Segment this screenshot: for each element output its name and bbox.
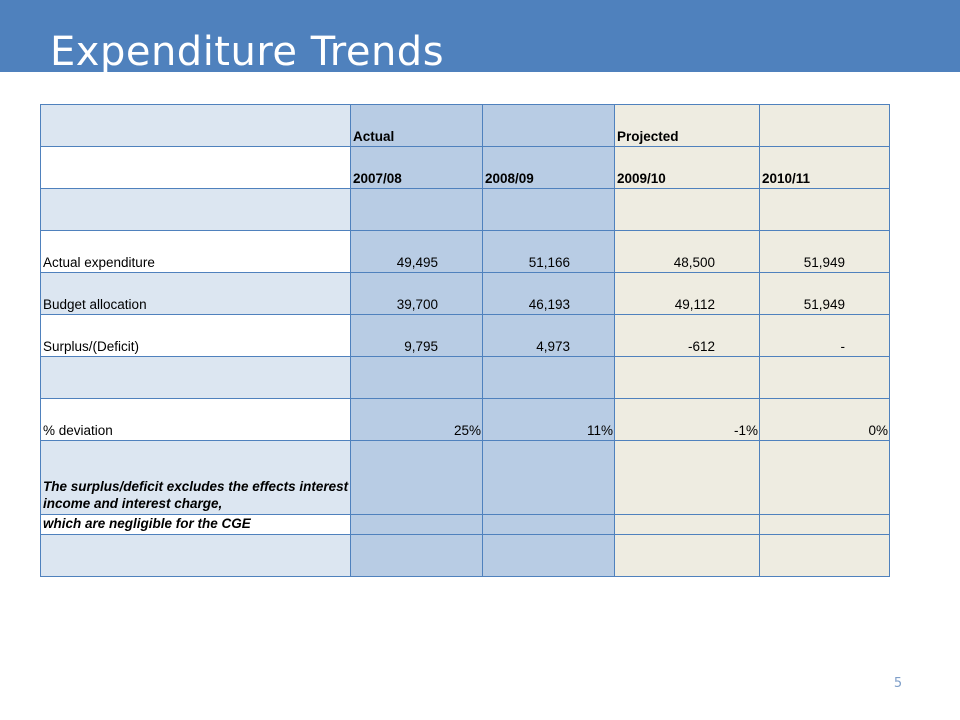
table-row: Actual expenditure 49,495 51,166 48,500 … xyxy=(40,230,890,273)
spacer-cell xyxy=(482,356,615,399)
note-blank-cell xyxy=(614,514,760,535)
spacer-cell xyxy=(40,534,351,577)
spacer-row xyxy=(40,188,890,231)
year-header: 2008/09 xyxy=(482,146,615,189)
note-blank-cell xyxy=(482,440,615,515)
value-cell: 48,500 xyxy=(614,230,760,273)
value-cell: -612 xyxy=(614,314,760,357)
value-cell: 49,495 xyxy=(350,230,483,273)
row-label: Surplus/(Deficit) xyxy=(40,314,351,357)
header-row-period: Actual Projected xyxy=(40,104,890,147)
year-header: 2010/11 xyxy=(759,146,890,189)
row-label: Budget allocation xyxy=(40,272,351,315)
slide-title: Expenditure Trends xyxy=(50,29,445,75)
spacer-cell xyxy=(350,356,483,399)
spacer-cell xyxy=(350,534,483,577)
note-blank-cell xyxy=(759,440,890,515)
spacer-cell xyxy=(759,188,890,231)
header-projected: Projected xyxy=(614,104,760,147)
header-actual: Actual xyxy=(350,104,483,147)
deviation-row: % deviation 25% 11% -1% 0% xyxy=(40,398,890,441)
value-cell: 39,700 xyxy=(350,272,483,315)
header-blank-cell xyxy=(482,104,615,147)
note-blank-cell xyxy=(350,440,483,515)
value-cell: 51,166 xyxy=(482,230,615,273)
note-text: The surplus/deficit excludes the effects… xyxy=(40,440,351,515)
spacer-cell xyxy=(759,356,890,399)
note-text: which are negligible for the CGE xyxy=(40,514,351,535)
spacer-cell xyxy=(614,356,760,399)
table-row: Budget allocation 39,700 46,193 49,112 5… xyxy=(40,272,890,315)
header-blank-cell xyxy=(759,104,890,147)
page-number: 5 xyxy=(893,676,903,691)
spacer-cell xyxy=(759,534,890,577)
row-label: Actual expenditure xyxy=(40,230,351,273)
note-blank-cell xyxy=(482,514,615,535)
value-cell: 9,795 xyxy=(350,314,483,357)
value-cell: 51,949 xyxy=(759,230,890,273)
note-row: The surplus/deficit excludes the effects… xyxy=(40,440,890,515)
header-row-years: 2007/08 2008/09 2009/10 2010/11 xyxy=(40,146,890,189)
deviation-cell: 0% xyxy=(759,398,890,441)
row-label: % deviation xyxy=(40,398,351,441)
spacer-row xyxy=(40,356,890,399)
header-blank-cell xyxy=(40,104,351,147)
value-cell: 4,973 xyxy=(482,314,615,357)
expenditure-table: Actual Projected 2007/08 2008/09 2009/10… xyxy=(40,104,890,577)
value-cell: 49,112 xyxy=(614,272,760,315)
value-cell: 46,193 xyxy=(482,272,615,315)
spacer-cell xyxy=(482,534,615,577)
spacer-cell xyxy=(40,356,351,399)
spacer-cell xyxy=(614,534,760,577)
spacer-row xyxy=(40,534,890,577)
value-cell: 51,949 xyxy=(759,272,890,315)
value-cell: - xyxy=(759,314,890,357)
table-row: Surplus/(Deficit) 9,795 4,973 -612 - xyxy=(40,314,890,357)
note-blank-cell xyxy=(350,514,483,535)
spacer-cell xyxy=(350,188,483,231)
deviation-cell: 11% xyxy=(482,398,615,441)
title-bar xyxy=(0,0,960,72)
year-label-cell xyxy=(40,146,351,189)
spacer-cell xyxy=(40,188,351,231)
spacer-cell xyxy=(482,188,615,231)
year-header: 2007/08 xyxy=(350,146,483,189)
note-row: which are negligible for the CGE xyxy=(40,514,890,535)
deviation-cell: -1% xyxy=(614,398,760,441)
note-blank-cell xyxy=(759,514,890,535)
year-header: 2009/10 xyxy=(614,146,760,189)
spacer-cell xyxy=(614,188,760,231)
note-blank-cell xyxy=(614,440,760,515)
deviation-cell: 25% xyxy=(350,398,483,441)
